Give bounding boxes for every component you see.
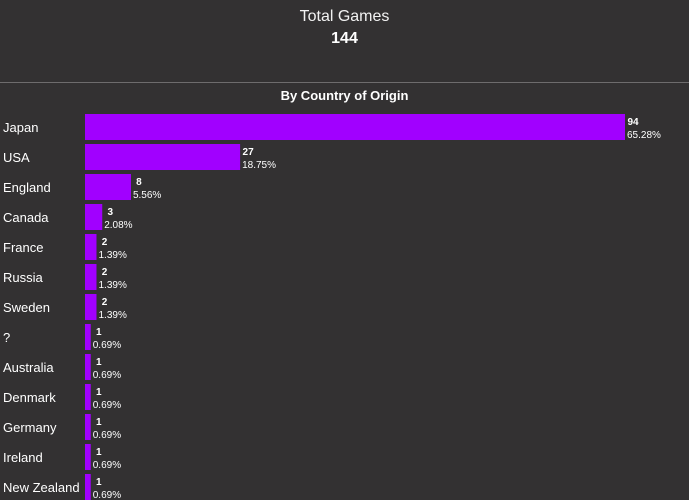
percent-label: 65.28% [627,130,661,141]
category-label: France [3,240,43,255]
category-label: England [3,180,51,195]
bar-row: Sweden 2 1.39% [3,294,127,321]
bar [85,234,97,260]
bar-row: England 8 5.56% [3,174,161,201]
bar [85,144,241,170]
percent-label: 1.39% [98,280,126,291]
bar [85,474,91,500]
summary-header: Total Games 144 [0,0,689,82]
category-label: Denmark [3,390,56,405]
percent-label: 1.39% [98,250,126,261]
bar-row: France 2 1.39% [3,234,127,261]
bar [85,324,91,350]
percent-label: 5.56% [133,190,161,201]
percent-label: 0.69% [93,400,121,411]
value-label: 2 [102,237,108,248]
bar-row: USA 27 18.75% [3,144,276,171]
bar [85,264,97,290]
category-label: Ireland [3,450,43,465]
bar-row: Russia 2 1.39% [3,264,127,291]
percent-label: 1.39% [98,310,126,321]
category-label: New Zealand [3,480,80,495]
chart-title: By Country of Origin [280,88,409,103]
value-label: 1 [96,357,102,368]
bar-row: Japan 94 65.28% [3,114,661,141]
value-label: 1 [96,477,102,488]
bar-row: Canada 3 2.08% [3,204,133,231]
bar-row: Denmark 1 0.69% [3,384,121,411]
value-label: 1 [96,417,102,428]
value-label: 2 [102,297,108,308]
value-label: 1 [96,447,102,458]
bar-row: Ireland 1 0.69% [3,444,121,471]
value-label: 1 [96,327,102,338]
percent-label: 2.08% [104,220,132,231]
value-label: 8 [136,177,142,188]
bar [85,384,91,410]
category-label: Germany [3,420,57,435]
total-games-value: 144 [331,30,358,47]
value-label: 94 [627,117,639,128]
bar-row: New Zealand 1 0.69% [3,474,121,500]
bar [85,114,625,140]
bar [85,174,131,200]
bar-row: ? 1 0.69% [3,324,121,351]
bar [85,354,91,380]
value-label: 27 [243,147,255,158]
bar [85,204,103,230]
percent-label: 18.75% [242,160,276,171]
category-label: Russia [3,270,44,285]
category-label: ? [3,330,10,345]
percent-label: 0.69% [93,430,121,441]
category-label: Sweden [3,300,50,315]
value-label: 2 [102,267,108,278]
bar-row: Germany 1 0.69% [3,414,121,441]
section-divider [0,82,689,83]
category-label: Japan [3,120,38,135]
category-label: Canada [3,210,49,225]
category-label: USA [3,150,30,165]
bar [85,414,91,440]
percent-label: 0.69% [93,370,121,381]
value-label: 1 [96,387,102,398]
category-label: Australia [3,360,54,375]
bar [85,444,91,470]
bar-row: Australia 1 0.69% [3,354,121,381]
value-label: 3 [107,207,113,218]
percent-label: 0.69% [93,340,121,351]
percent-label: 0.69% [93,460,121,471]
total-games-label: Total Games [299,8,390,25]
bar [85,294,97,320]
percent-label: 0.69% [93,490,121,500]
